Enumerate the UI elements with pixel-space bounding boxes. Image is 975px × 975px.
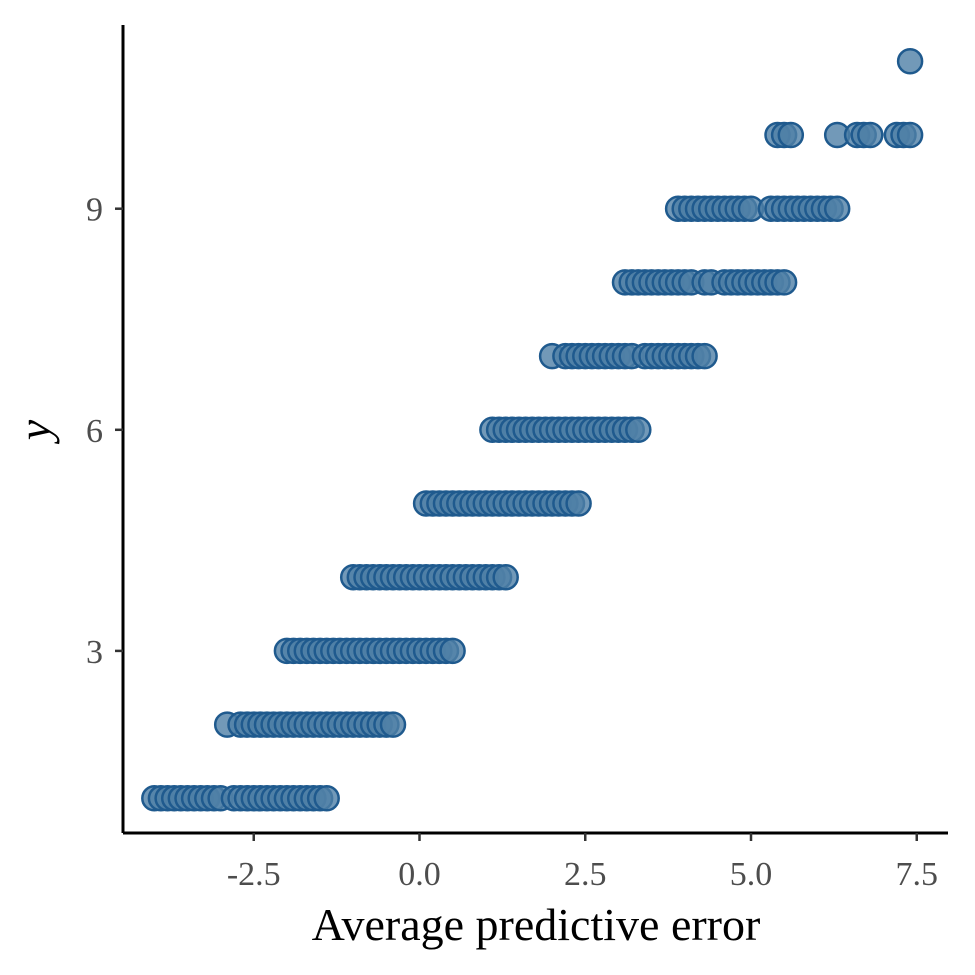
x-axis-ticks: -2.5 0.0 2.5 5.0 7.5 — [227, 833, 938, 893]
y-tick-label: 3 — [86, 634, 103, 671]
data-point — [857, 121, 884, 149]
x-tick-label: 0.0 — [398, 856, 441, 893]
data-point — [777, 121, 805, 149]
data-point — [896, 48, 924, 75]
data-point — [379, 711, 407, 738]
x-tick-label: -2.5 — [227, 856, 281, 893]
data-point — [492, 563, 519, 591]
data-point — [770, 269, 798, 296]
y-tick-label: 9 — [86, 192, 103, 229]
data-point — [625, 416, 652, 444]
points-layer — [141, 48, 924, 812]
y-axis-title: y — [9, 419, 60, 444]
x-tick-label: 7.5 — [896, 856, 939, 893]
data-point — [896, 121, 924, 149]
data-point — [439, 637, 466, 665]
data-point — [823, 195, 851, 222]
x-axis-title: Average predictive error — [312, 899, 761, 950]
x-tick-label: 5.0 — [730, 856, 773, 893]
data-point — [691, 342, 718, 370]
data-point — [313, 785, 340, 812]
x-tick-label: 2.5 — [564, 856, 607, 893]
y-tick-label: 6 — [86, 413, 103, 450]
y-axis-ticks: 3 6 9 — [86, 192, 123, 671]
data-point — [565, 490, 592, 517]
